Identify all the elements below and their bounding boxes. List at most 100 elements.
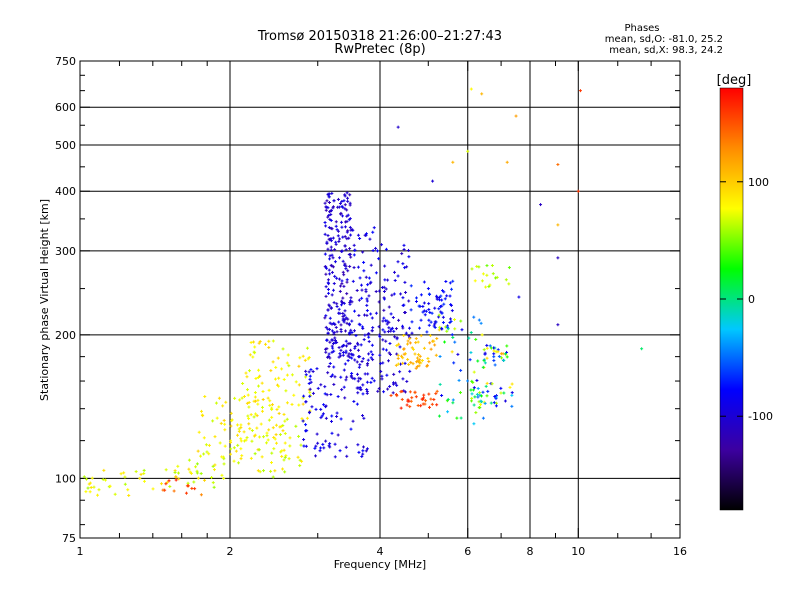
data-point xyxy=(296,455,300,459)
data-point xyxy=(330,322,334,326)
data-point xyxy=(142,472,146,476)
data-point xyxy=(187,467,191,471)
data-point xyxy=(177,471,181,475)
data-point xyxy=(433,306,437,310)
data-point xyxy=(453,327,457,331)
data-point xyxy=(386,387,390,391)
data-point xyxy=(329,393,333,397)
data-point xyxy=(310,405,314,409)
data-point xyxy=(474,411,478,415)
data-point xyxy=(359,377,363,381)
data-point xyxy=(229,447,233,451)
data-point xyxy=(369,350,373,354)
data-point xyxy=(410,320,414,324)
data-point xyxy=(273,469,277,473)
data-point xyxy=(347,322,351,326)
data-point xyxy=(298,356,302,360)
data-point xyxy=(478,393,482,397)
data-point xyxy=(262,469,266,473)
data-point xyxy=(233,396,237,400)
data-point xyxy=(236,443,240,447)
data-point xyxy=(337,320,341,324)
data-point xyxy=(394,327,398,331)
data-point xyxy=(342,320,346,324)
data-point xyxy=(404,290,408,294)
data-point xyxy=(239,426,243,430)
data-point xyxy=(356,348,360,352)
data-point xyxy=(440,327,444,331)
data-point xyxy=(419,318,423,322)
y-tick-label: 300 xyxy=(55,245,76,258)
data-point xyxy=(395,352,399,356)
data-point xyxy=(365,447,369,451)
data-point xyxy=(213,463,217,467)
data-point xyxy=(330,350,334,354)
colorbar-ticks: 100 0 -100 xyxy=(720,176,773,423)
data-point xyxy=(203,395,207,399)
data-point xyxy=(297,403,301,407)
data-point xyxy=(168,485,172,489)
data-point xyxy=(387,326,391,330)
data-point xyxy=(453,318,457,322)
data-point xyxy=(239,423,243,427)
data-point xyxy=(332,382,336,386)
data-point xyxy=(301,419,305,423)
data-point xyxy=(369,380,373,384)
data-point xyxy=(187,458,191,462)
data-point xyxy=(335,302,339,306)
y-tick-label: 100 xyxy=(55,472,76,485)
data-point xyxy=(308,394,312,398)
data-point xyxy=(275,407,279,411)
data-point xyxy=(382,285,386,289)
data-point xyxy=(451,160,455,164)
data-point xyxy=(308,387,312,391)
data-point xyxy=(371,326,375,330)
data-point xyxy=(250,429,254,433)
data-point xyxy=(297,364,301,368)
data-point xyxy=(470,379,474,383)
data-point xyxy=(360,288,364,292)
data-point xyxy=(370,329,374,333)
data-point xyxy=(352,253,356,257)
data-point xyxy=(377,325,381,329)
data-point xyxy=(245,375,249,379)
data-point xyxy=(395,383,399,387)
data-point xyxy=(244,371,248,375)
data-point xyxy=(448,294,452,298)
data-point xyxy=(466,149,470,153)
data-point xyxy=(361,325,365,329)
data-point xyxy=(367,332,371,336)
data-point xyxy=(401,377,405,381)
data-point xyxy=(239,447,243,451)
data-point xyxy=(237,461,241,465)
data-point xyxy=(303,358,307,362)
data-point xyxy=(419,334,423,338)
data-point xyxy=(391,391,395,395)
data-point xyxy=(326,247,330,251)
x-tick-label: 4 xyxy=(377,545,384,558)
data-point xyxy=(277,384,281,388)
x-tick-labels: 1 2 4 6 8 10 16 xyxy=(77,545,688,558)
data-point xyxy=(414,296,418,300)
data-point xyxy=(364,449,368,453)
data-point xyxy=(382,289,386,293)
data-point xyxy=(425,363,429,367)
data-point xyxy=(440,311,444,315)
data-point xyxy=(309,380,313,384)
data-point xyxy=(245,388,249,392)
data-point xyxy=(470,399,474,403)
data-point xyxy=(339,348,343,352)
data-point xyxy=(418,326,422,330)
data-point xyxy=(365,388,369,392)
data-point xyxy=(489,401,493,405)
data-point xyxy=(359,343,363,347)
x-tick-label: 8 xyxy=(527,545,534,558)
data-point xyxy=(352,243,356,247)
data-point xyxy=(316,386,320,390)
data-point xyxy=(366,358,370,362)
data-point xyxy=(492,401,496,405)
data-point xyxy=(409,308,413,312)
data-point xyxy=(437,313,441,317)
data-point xyxy=(453,340,457,344)
